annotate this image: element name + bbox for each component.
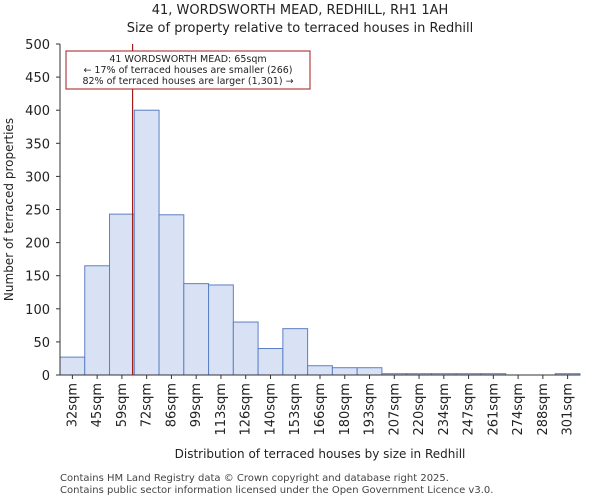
histogram-bar [133,109,160,376]
y-tick-label: 50 [33,336,50,351]
histogram-bar [307,365,333,376]
x-tick-label: 261sqm [486,383,501,436]
x-tick-label: 207sqm [387,383,402,436]
histogram-bar [109,213,135,376]
x-tick-label: 99sqm [189,383,204,427]
y-tick-label: 150 [25,270,50,285]
histogram-bar [84,265,111,376]
y-tick-label: 200 [25,237,50,252]
x-tick-label: 126sqm [239,383,254,436]
x-tick-label: 59sqm [115,383,130,427]
annotation-box [65,50,311,90]
histogram-bar [183,283,210,376]
y-tick-label: 250 [25,204,50,219]
histogram-bar [257,348,284,376]
histogram-bar [282,328,309,376]
annotation-text: 41 WORDSWORTH MEAD: 65sqm [109,54,266,65]
x-tick-label: 45sqm [90,383,105,427]
footer-licence: Contains public sector information licen… [60,485,494,496]
x-tick-label: 288sqm [536,383,551,436]
x-tick-label: 153sqm [288,383,303,436]
histogram-bar [158,214,185,376]
annotation-text: ← 17% of terraced houses are smaller (26… [83,65,292,76]
histogram-bar [331,367,358,376]
histogram-bar [356,367,383,376]
x-tick-label: 301sqm [561,383,576,436]
chart-title-line2: Size of property relative to terraced ho… [126,21,474,36]
x-tick-label: 140sqm [263,383,278,436]
y-tick-label: 300 [25,170,50,185]
y-axis-label: Number of terraced properties [2,118,16,301]
y-tick-label: 0 [42,369,50,384]
x-tick-label: 86sqm [164,383,179,427]
y-tick-label: 350 [25,137,50,152]
x-tick-label: 247sqm [462,383,477,436]
y-tick-label: 400 [25,104,50,119]
x-tick-label: 180sqm [338,383,353,436]
x-tick-label: 72sqm [140,383,155,427]
annotation-text: 82% of terraced houses are larger (1,301… [82,76,293,87]
y-tick-label: 100 [25,303,50,318]
chart-title-line1: 41, WORDSWORTH MEAD, REDHILL, RH1 1AH [151,3,449,18]
x-tick-label: 193sqm [363,383,378,436]
x-axis-label: Distribution of terraced houses by size … [175,447,466,461]
x-tick-label: 274sqm [511,383,526,436]
footer-copyright: Contains HM Land Registry data © Crown c… [60,473,449,484]
histogram-bar [232,321,259,376]
histogram-bar [208,284,234,376]
x-tick-label: 113sqm [214,383,229,436]
histogram-bar [59,356,86,376]
x-tick-label: 220sqm [412,383,427,436]
y-tick-label: 450 [25,71,50,86]
y-tick-label: 500 [25,38,50,53]
x-tick-label: 32sqm [65,383,80,427]
x-tick-label: 234sqm [437,383,452,436]
x-tick-label: 166sqm [313,383,328,436]
